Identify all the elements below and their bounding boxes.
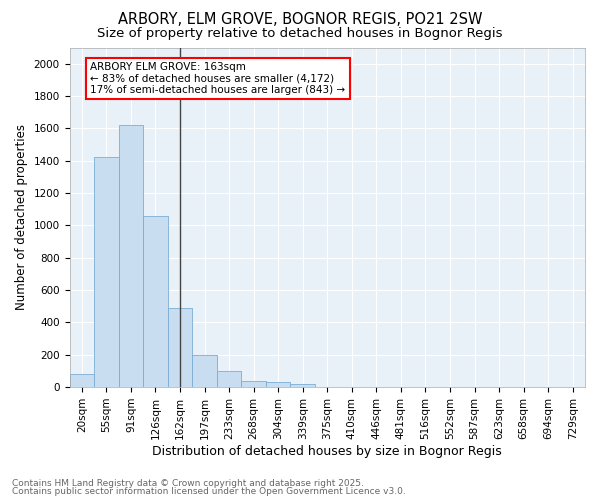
Bar [241,382,266,387]
Text: ARBORY ELM GROVE: 163sqm
← 83% of detached houses are smaller (4,172)
17% of sem: ARBORY ELM GROVE: 163sqm ← 83% of detach… [91,62,346,96]
Text: Contains HM Land Registry data © Crown copyright and database right 2025.: Contains HM Land Registry data © Crown c… [12,478,364,488]
Bar [192,355,217,387]
Bar [168,308,192,387]
Bar [119,125,143,387]
Y-axis label: Number of detached properties: Number of detached properties [15,124,28,310]
Bar [143,216,168,387]
Text: ARBORY, ELM GROVE, BOGNOR REGIS, PO21 2SW: ARBORY, ELM GROVE, BOGNOR REGIS, PO21 2S… [118,12,482,28]
Bar [94,158,119,387]
Bar [266,382,290,387]
Text: Size of property relative to detached houses in Bognor Regis: Size of property relative to detached ho… [97,28,503,40]
Bar [217,371,241,387]
Bar [70,374,94,387]
Text: Contains public sector information licensed under the Open Government Licence v3: Contains public sector information licen… [12,487,406,496]
Bar [290,384,315,387]
X-axis label: Distribution of detached houses by size in Bognor Regis: Distribution of detached houses by size … [152,444,502,458]
